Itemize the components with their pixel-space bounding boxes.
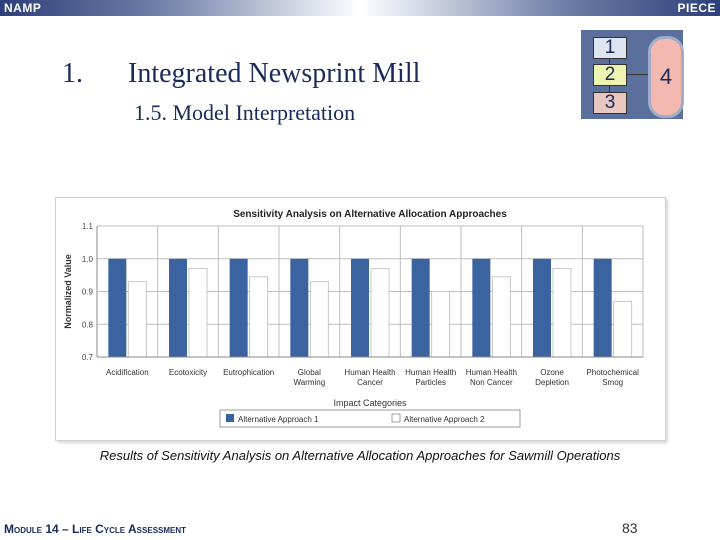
connector-line [609,58,610,65]
x-tick-label: Global [298,368,321,377]
x-tick-label: Cancer [357,378,383,387]
bar-approach-1 [108,258,127,357]
legend-swatch-approach-1 [226,414,234,422]
legend-box [219,409,521,428]
x-tick-label: Ecotoxicity [169,368,207,377]
bar-approach-1 [229,258,248,357]
bar-approach-2 [613,300,633,358]
bar-approach-1 [351,258,369,357]
connector-line [609,85,610,92]
y-tick-label: 0.7 [82,353,94,362]
legend-swatch-approach-2 [391,413,401,423]
y-tick-label: 1.1 [82,222,94,231]
chart-panel: Sensitivity Analysis on Alternative Allo… [55,197,666,441]
bar-approach-2 [127,281,147,358]
y-tick-label: 0.9 [82,288,94,297]
x-tick-label: Acidification [106,368,149,377]
x-tick-label: Non Cancer [470,378,513,387]
x-tick-label: Eutrophication [223,368,274,377]
step-3-box: 3 [593,92,627,114]
header-left-label: NAMP [4,1,42,15]
bar-approach-1 [533,258,551,357]
steps-diagram: 1 2 3 4 [581,30,684,119]
top-banner: NAMP PIECE [0,0,720,16]
slide-subtitle: 1.5. Model Interpretation [134,100,356,125]
page-number: 83 [622,520,638,536]
x-tick-label: Human Health [405,368,456,377]
module-footer: Module 14 – Life Cycle Assessment [4,522,187,536]
bar-approach-2 [249,276,269,358]
bar-approach-2 [370,268,390,358]
x-tick-label: Human Health [466,368,517,377]
slide-title: Integrated Newsprint Mill [128,58,421,89]
header-right-label: PIECE [677,1,716,15]
bar-approach-1 [411,258,430,357]
x-tick-label: Depletion [535,378,569,387]
y-tick-label: 1.0 [82,255,94,264]
bar-approach-1 [169,258,187,357]
x-axis-label: Impact Categories [333,398,407,408]
bar-approach-2 [431,291,451,358]
step-1-box: 1 [593,37,627,59]
x-tick-label: Human Health [344,368,395,377]
step-4-highlight: 4 [648,36,684,118]
bar-approach-1 [290,258,309,357]
bar-approach-1 [593,258,612,357]
bar-approach-2 [188,268,208,358]
x-tick-label: Photochemical [586,368,639,377]
legend-label-approach-1: Alternative Approach 1 [238,415,319,424]
chart-title: Sensitivity Analysis on Alternative Allo… [233,209,507,220]
legend-label-approach-2: Alternative Approach 2 [404,415,485,424]
x-tick-label: Particles [415,378,446,387]
bar-approach-2 [491,276,511,358]
chart-caption: Results of Sensitivity Analysis on Alter… [99,448,621,463]
x-tick-label: Ozone [540,368,564,377]
y-axis-label: Normalized Value [63,254,73,329]
bar-approach-1 [472,258,491,357]
bar-approach-2 [552,268,572,358]
bar-approach-2 [309,281,329,358]
step-2-box: 2 [593,64,627,86]
connector-line [627,74,650,75]
bar-chart: Sensitivity Analysis on Alternative Allo… [63,209,644,428]
y-tick-label: 0.8 [82,320,94,329]
section-number: 1. [62,58,83,89]
x-tick-label: Smog [602,378,623,387]
x-tick-label: Warming [293,378,325,387]
